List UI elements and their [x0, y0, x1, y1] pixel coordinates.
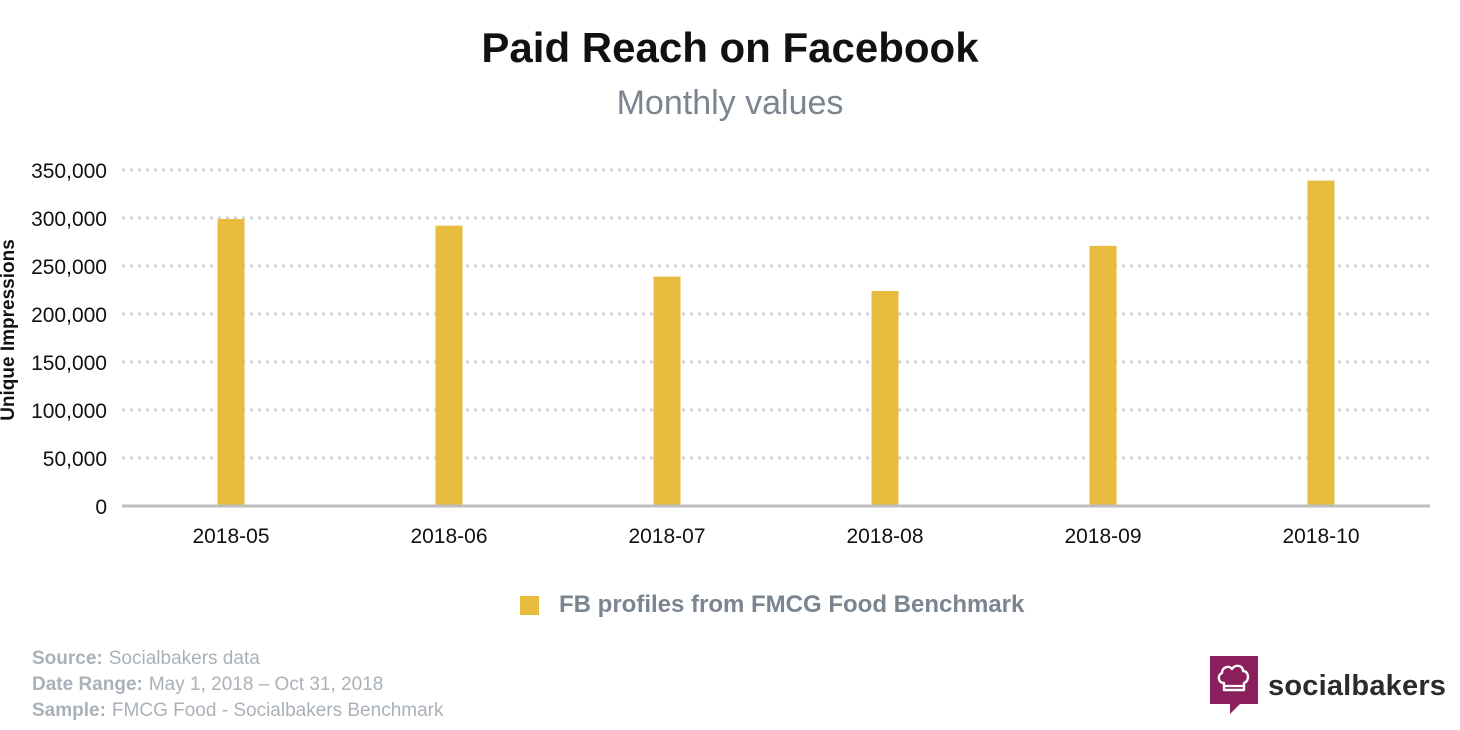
footer-notes: Source: Socialbakers data Date Range: May … [32, 646, 443, 724]
bar [1307, 180, 1335, 506]
bar [217, 218, 245, 506]
y-tick-label: 200,000 [31, 304, 107, 327]
brand-logo: socialbakers [1210, 656, 1446, 716]
sample-label: Sample: [32, 700, 106, 721]
y-tick-label: 0 [95, 496, 107, 519]
x-tick-label: 2018-09 [1064, 525, 1141, 548]
chef-hat-speech-bubble-icon [1210, 656, 1258, 714]
chart-title: Paid Reach on Facebook [481, 24, 979, 71]
bars [217, 180, 1335, 506]
sample-value: FMCG Food - Socialbakers Benchmark [111, 700, 444, 721]
bar [1089, 245, 1117, 506]
source-label: Source: [32, 648, 103, 669]
y-tick-label: 350,000 [31, 160, 107, 183]
y-axis-ticks: 0 50,000 100,000 150,000 200,000 250,000 300,0… [31, 160, 107, 519]
y-tick-label: 250,000 [31, 256, 107, 279]
y-tick-label: 100,000 [31, 400, 107, 423]
date-range-value: May 1, 2018 – Oct 31, 2018 [148, 674, 384, 695]
sample-line: Sample: FMCG Food - Socialbakers Benchmar… [32, 698, 443, 724]
brand-name: socialbakers [1268, 669, 1447, 702]
gridlines [122, 168, 1430, 460]
date-range-line: Date Range: May 1, 2018 – Oct 31, 2018 [32, 672, 443, 698]
source-value: Socialbakers data [108, 648, 260, 669]
source-line: Source: Socialbakers data [32, 646, 443, 672]
bar [435, 225, 463, 506]
x-tick-label: 2018-06 [410, 525, 487, 548]
bar [653, 276, 681, 506]
x-tick-label: 2018-08 [846, 525, 923, 548]
y-tick-label: 150,000 [31, 352, 107, 375]
x-tick-label: 2018-05 [192, 525, 269, 548]
bar-chart: 0 50,000 100,000 150,000 200,000 250,000 300,0… [0, 160, 1430, 548]
y-tick-label: 300,000 [31, 208, 107, 231]
y-tick-label: 50,000 [43, 448, 107, 471]
y-axis-label: Unique Impressions [0, 239, 19, 421]
bar [871, 290, 899, 506]
x-tick-label: 2018-07 [628, 525, 705, 548]
x-tick-label: 2018-10 [1282, 525, 1359, 548]
legend: FB profiles from FMCG Food Benchmark [520, 590, 1024, 620]
chart-subtitle: Monthly values [616, 84, 844, 122]
legend-label: FB profiles from FMCG Food Benchmark [559, 591, 1025, 618]
date-range-label: Date Range: [32, 674, 143, 695]
legend-swatch [520, 595, 539, 615]
x-axis-ticks: 2018-05 2018-06 2018-07 2018-08 2018-09 2018-… [192, 525, 1359, 548]
